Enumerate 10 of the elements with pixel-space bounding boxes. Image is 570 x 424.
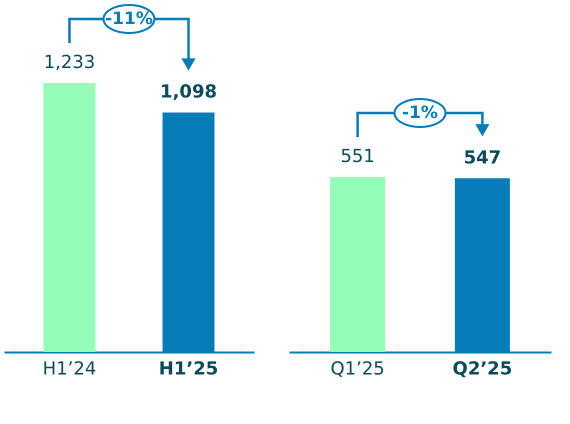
x-tick-label: H1’24: [42, 358, 96, 380]
text: -1%: [402, 103, 438, 123]
data-label: 1,233: [44, 52, 96, 73]
data-label: 551: [340, 146, 375, 167]
data-label: 1,098: [160, 81, 217, 102]
data-label: 547: [464, 147, 502, 168]
x-tick-label: Q2’25: [452, 358, 512, 380]
x-tick-label: Q1’25: [330, 358, 385, 380]
text: -11%: [105, 8, 153, 29]
x-tick-label: H1’25: [158, 358, 218, 380]
